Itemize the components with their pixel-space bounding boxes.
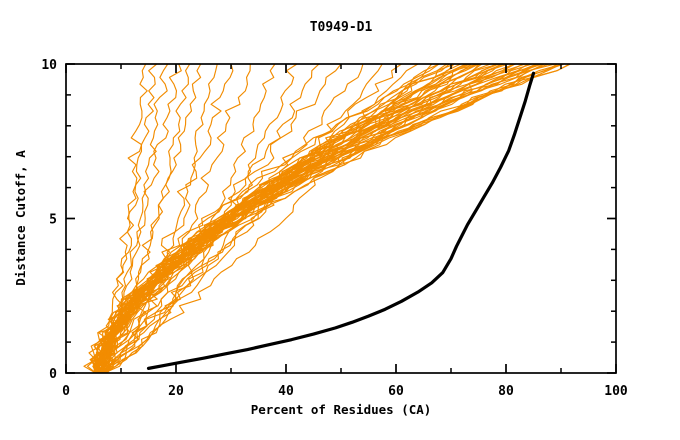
reference-curve — [146, 71, 536, 370]
svg-text:60: 60 — [388, 384, 404, 399]
axis-ticks — [65, 63, 617, 374]
axis-tick-labels: 0 20 40 60 80 100 0 5 10 — [41, 58, 628, 399]
model-curve — [106, 64, 565, 373]
svg-text:0: 0 — [62, 384, 70, 399]
model-curve — [83, 64, 505, 373]
model-curve — [101, 64, 572, 373]
svg-text:20: 20 — [168, 384, 184, 399]
chart-title: T0949-D1 — [310, 20, 373, 35]
model-curve-group — [83, 64, 572, 373]
model-curve — [94, 64, 550, 373]
svg-text:40: 40 — [278, 384, 294, 399]
svg-text:100: 100 — [604, 384, 628, 399]
y-axis-label: Distance Cutoff, A — [13, 150, 28, 286]
svg-text:10: 10 — [41, 58, 57, 73]
model-curve — [103, 64, 276, 373]
svg-text:5: 5 — [49, 213, 57, 228]
svg-text:0: 0 — [49, 367, 57, 382]
model-curve — [93, 64, 524, 373]
model-curve — [100, 64, 571, 373]
model-curve — [100, 64, 234, 373]
model-curve — [100, 64, 514, 373]
model-curve — [100, 64, 403, 373]
model-curve — [104, 64, 383, 373]
model-curve — [101, 64, 191, 373]
svg-text:80: 80 — [498, 384, 514, 399]
model-curve — [101, 64, 563, 373]
model-curve — [100, 64, 251, 373]
x-axis-label: Percent of Residues (CA) — [251, 402, 432, 417]
